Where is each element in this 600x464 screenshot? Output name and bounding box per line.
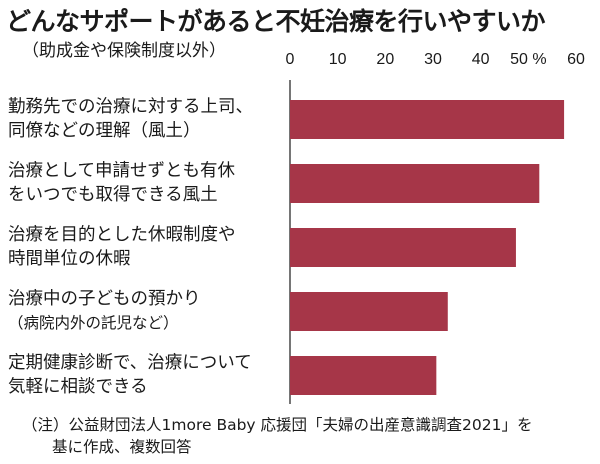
x-tick-label: 50 % <box>510 51 546 68</box>
category-label: 同僚などの理解（風土） <box>8 121 201 141</box>
category-label: （病院内外の託児など） <box>8 313 179 332</box>
category-label: 気軽に相談できる <box>8 377 148 397</box>
category-label: 治療を目的とした休暇制度や <box>8 225 236 245</box>
chart-title: どんなサポートがあると不妊治療を行いやすいか <box>6 7 546 36</box>
bar <box>290 164 540 203</box>
category-label: 定期健康診断で、治療について <box>8 353 252 373</box>
x-tick-label: 10 <box>329 51 347 68</box>
source-note: （注）公益財団法人1more Baby 応援団「夫婦の出産意識調査2021」を … <box>22 414 532 458</box>
category-label: 勤務先での治療に対する上司、 <box>8 97 253 117</box>
x-tick-label: 0 <box>286 51 295 68</box>
category-label: 治療中の子どもの預かり <box>8 289 201 309</box>
category-label: 治療として申請せずとも有休 <box>8 161 235 181</box>
x-tick-label: 40 <box>472 51 490 68</box>
source-note-line-1: （注）公益財団法人1more Baby 応援団「夫婦の出産意識調査2021」を <box>22 416 533 434</box>
source-note-line-2: 基に作成、複数回答 <box>52 438 192 456</box>
category-label: 時間単位の休暇 <box>8 249 131 269</box>
bar <box>290 100 565 139</box>
category-label: をいつでも取得できる風土 <box>8 185 218 205</box>
x-tick-label: 30 <box>424 51 442 68</box>
bar <box>290 292 448 331</box>
chart-subtitle: （助成金や保険制度以外） <box>22 41 226 61</box>
bar <box>290 356 437 395</box>
x-tick-label: 60 <box>567 51 585 68</box>
bar <box>290 228 516 267</box>
x-tick-label: 20 <box>376 51 394 68</box>
